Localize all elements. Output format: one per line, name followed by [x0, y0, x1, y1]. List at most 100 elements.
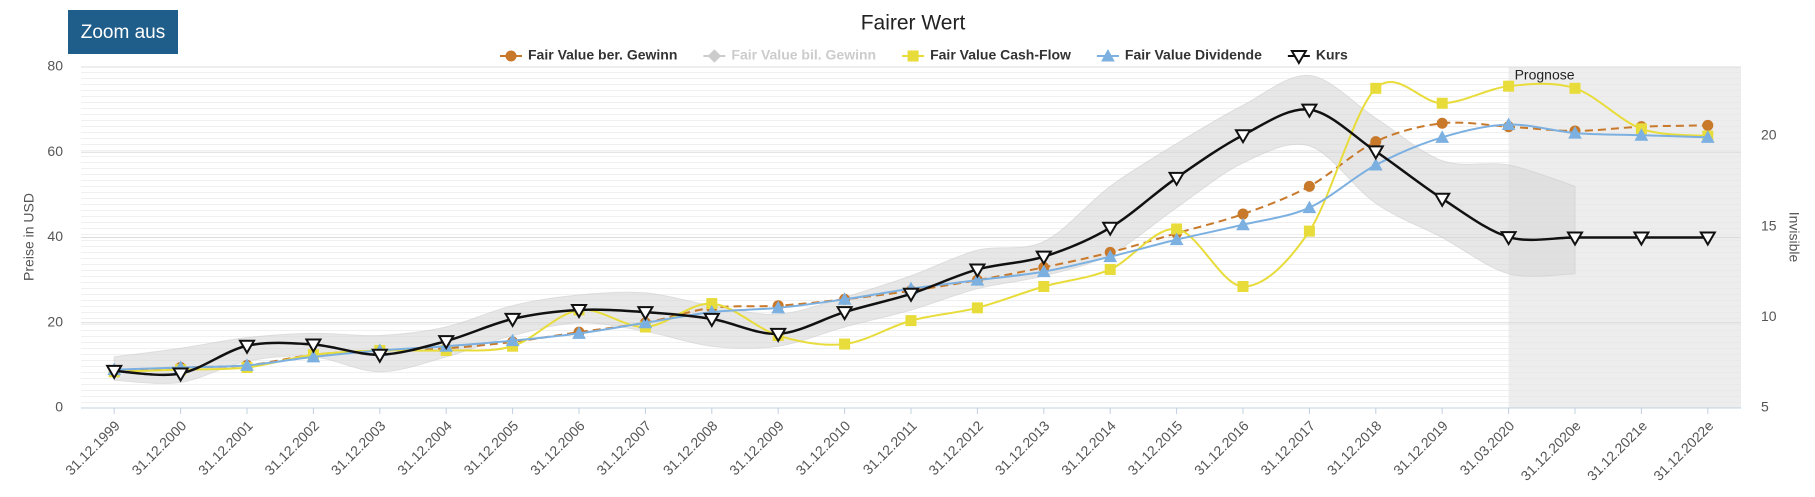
marker [1367, 145, 1385, 161]
x-tick-label: 31.12.2013 [992, 417, 1053, 478]
marker [769, 327, 787, 343]
marker [1501, 117, 1516, 131]
x-tick-label: 31.12.2009 [726, 417, 787, 478]
marker [105, 364, 123, 380]
x-tick-label: 31.12.2010 [792, 417, 853, 478]
marker [1436, 97, 1448, 109]
y2-axis-label: Invisible [1786, 212, 1802, 263]
zoom-button-label[interactable]: Zoom aus [81, 22, 165, 43]
x-tick-label: 31.12.2020e [1517, 417, 1584, 484]
legend: Fair Value ber. Gewinn Fair Value bil. Ge… [500, 47, 1348, 65]
y2-tick-label: 10 [1761, 308, 1777, 324]
x-tick-label: 31.12.2021e [1584, 417, 1651, 484]
x-tick-label: 31.12.2017 [1257, 417, 1318, 478]
legend-marker [1101, 48, 1115, 62]
marker [835, 306, 854, 322]
marker [771, 300, 786, 314]
marker [1699, 231, 1717, 247]
x-tick-label: 31.12.2016 [1191, 417, 1252, 478]
x-tick-label: 31.12.2012 [925, 417, 986, 478]
marker [1499, 231, 1518, 247]
marker [570, 303, 588, 319]
zoom-button[interactable] [68, 10, 178, 54]
y-tick-label: 0 [55, 399, 63, 415]
marker [1568, 126, 1582, 139]
marker [1566, 231, 1584, 247]
marker [238, 339, 256, 355]
marker [572, 326, 586, 339]
marker [1236, 217, 1250, 231]
marker [1237, 281, 1249, 293]
legend-label: Fair Value bil. Gewinn [731, 47, 876, 63]
legend-marker [707, 49, 722, 63]
marker [703, 312, 721, 328]
marker [1370, 82, 1382, 94]
y2-tick-label: 20 [1761, 127, 1777, 143]
marker [306, 349, 321, 363]
marker [905, 315, 917, 327]
y2-tick-label: 5 [1761, 399, 1769, 415]
marker [437, 335, 455, 351]
y-tick-label: 20 [47, 313, 63, 329]
x-tick-label: 31.12.2000 [128, 417, 189, 478]
marker [1569, 82, 1581, 94]
marker [971, 302, 983, 314]
y-tick-label: 40 [47, 228, 63, 244]
marker [240, 358, 254, 371]
marker [1103, 249, 1118, 263]
marker [1700, 130, 1715, 143]
marker [1038, 281, 1050, 293]
x-tick-label: 31.12.2007 [593, 417, 654, 478]
marker [1302, 200, 1317, 214]
marker [1300, 103, 1319, 119]
marker [1370, 136, 1382, 148]
marker [636, 306, 655, 322]
x-tick-label: 31.12.2018 [1324, 417, 1385, 478]
marker [839, 338, 851, 350]
x-tick-label: 31.12.2005 [460, 417, 521, 478]
marker [1634, 128, 1649, 141]
marker [1101, 221, 1119, 237]
marker [1303, 180, 1315, 192]
marker [1702, 119, 1714, 131]
marker [1503, 80, 1515, 92]
x-tick-label: 31.12.2008 [660, 417, 721, 478]
marker [505, 333, 520, 347]
marker [1104, 263, 1116, 275]
marker [1303, 225, 1315, 237]
x-tick-label: 31.12.2003 [328, 417, 389, 478]
x-tick-label: 31.12.2022e [1650, 417, 1717, 484]
x-tick-label: 31.12.2004 [394, 417, 455, 478]
legend-label: Kurs [1316, 47, 1348, 63]
marker [1171, 223, 1183, 235]
x-tick-label: 31.12.2001 [195, 417, 256, 478]
forecast-label: Prognose [1515, 67, 1575, 83]
marker [503, 312, 522, 328]
marker [1036, 264, 1051, 278]
y2-tick-label: 15 [1761, 217, 1777, 233]
x-tick-label: 31.12.2019 [1390, 417, 1451, 478]
marker [970, 273, 985, 286]
x-tick-label: 31.12.2014 [1058, 417, 1119, 478]
marker [371, 348, 389, 364]
x-tick-label: 31.12.1999 [62, 417, 123, 478]
legend-label: Fair Value Dividende [1125, 47, 1262, 63]
legend-marker [505, 50, 517, 62]
marker [304, 338, 323, 354]
marker [1035, 250, 1053, 266]
legend-label: Fair Value ber. Gewinn [528, 47, 677, 63]
marker [1234, 129, 1252, 145]
marker [1433, 192, 1451, 208]
x-tick-label: 31.03.2020 [1456, 417, 1517, 478]
x-tick-label: 31.12.2015 [1124, 417, 1185, 478]
marker [1169, 232, 1184, 246]
marker [171, 367, 190, 383]
legend-label: Fair Value Cash-Flow [930, 47, 1071, 63]
marker [1167, 171, 1186, 187]
marker [638, 315, 653, 329]
marker [968, 263, 987, 279]
marker [1435, 130, 1450, 143]
y-axis-label: Preise in USD [21, 193, 37, 281]
marker [837, 292, 852, 305]
